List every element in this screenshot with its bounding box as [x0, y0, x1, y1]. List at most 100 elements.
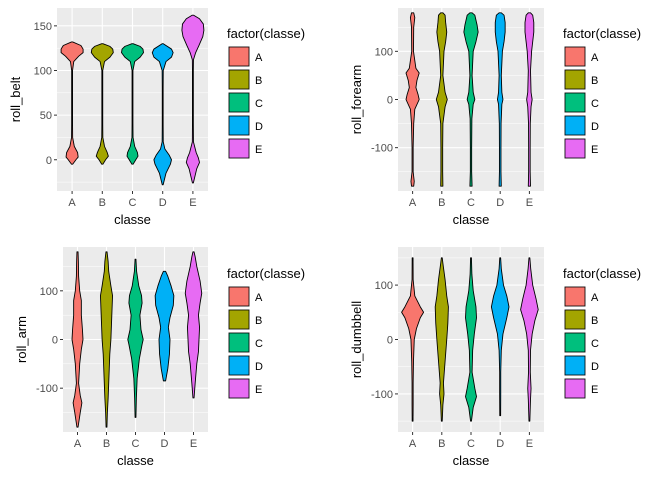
legend-label-C: C	[591, 338, 599, 350]
violin-D	[494, 12, 506, 187]
y-tick-label: 0	[387, 335, 393, 347]
violin-E	[524, 12, 535, 187]
violin-C	[127, 258, 144, 418]
y-axis-title: roll_forearm	[349, 65, 364, 134]
x-axis-title: classe	[453, 453, 490, 468]
violin-B	[435, 12, 448, 187]
x-tick-label: B	[438, 197, 445, 209]
legend-label-B: B	[255, 315, 262, 327]
y-axis-title: roll_belt	[8, 76, 23, 122]
y-tick-label: 0	[52, 335, 58, 347]
y-tick-label: -100	[371, 143, 393, 155]
y-tick-label: 0	[387, 95, 393, 107]
x-axis-title: classe	[114, 212, 151, 227]
legend-swatch-C	[564, 92, 586, 113]
legend-swatch-A	[228, 286, 250, 307]
y-tick-label: 0	[46, 155, 52, 167]
x-tick-label: A	[409, 438, 417, 450]
legend-label-D: D	[255, 361, 263, 373]
x-tick-label: D	[496, 197, 504, 209]
legend-label-B: B	[255, 75, 262, 87]
legend-label-A: A	[591, 52, 599, 64]
x-tick-label: C	[132, 438, 140, 450]
legend-label-E: E	[255, 144, 262, 156]
legend-label-A: A	[255, 292, 263, 304]
y-axis-title: roll_arm	[14, 316, 29, 363]
legend-label-B: B	[591, 75, 598, 87]
violin-C	[121, 43, 144, 165]
legend-label-E: E	[255, 384, 262, 396]
legend-label-A: A	[591, 292, 599, 304]
y-tick-label: 50	[40, 110, 52, 122]
legend-label-D: D	[591, 121, 599, 133]
violin-C	[465, 257, 477, 422]
violin-A	[405, 12, 420, 187]
legend-title: factor(classe)	[227, 266, 305, 281]
legend-title: factor(classe)	[227, 26, 305, 41]
legend-label-B: B	[591, 315, 598, 327]
violin-D	[151, 43, 174, 186]
y-tick-label: -100	[371, 389, 393, 401]
violin-C	[463, 12, 479, 187]
x-tick-label: B	[103, 438, 110, 450]
x-tick-label: C	[467, 197, 475, 209]
violin-B	[100, 251, 113, 428]
x-tick-label: C	[467, 438, 475, 450]
x-tick-label: A	[74, 438, 82, 450]
x-tick-label: D	[161, 438, 169, 450]
legend-swatch-B	[228, 69, 250, 90]
legend-label-C: C	[591, 98, 599, 110]
legend-label-A: A	[255, 52, 263, 64]
x-tick-label: B	[99, 197, 106, 209]
legend-swatch-E	[564, 138, 586, 159]
y-tick-label: -100	[36, 383, 58, 395]
x-tick-label: E	[190, 438, 197, 450]
x-tick-label: B	[438, 438, 445, 450]
x-tick-label: E	[526, 438, 533, 450]
y-tick-label: 100	[375, 280, 393, 292]
violin-E	[520, 257, 539, 422]
x-tick-label: C	[129, 197, 137, 209]
legend-swatch-D	[564, 355, 586, 376]
x-axis-title: classe	[117, 453, 154, 468]
violin-A	[60, 41, 84, 165]
legend-swatch-E	[228, 138, 250, 159]
legend-swatch-B	[564, 309, 586, 330]
violin-B	[434, 257, 449, 422]
legend-swatch-C	[564, 332, 586, 353]
violin-A	[401, 257, 425, 422]
legend-swatch-D	[228, 115, 250, 136]
legend-swatch-A	[564, 46, 586, 67]
x-axis-title: classe	[453, 212, 490, 227]
x-tick-label: D	[496, 438, 504, 450]
x-tick-label: D	[159, 197, 167, 209]
legend-label-C: C	[255, 338, 263, 350]
x-tick-label: E	[526, 197, 533, 209]
y-axis-title: roll_dumbbell	[349, 301, 364, 378]
legend-title: factor(classe)	[563, 26, 641, 41]
legend-label-D: D	[591, 361, 599, 373]
legend-swatch-C	[228, 332, 250, 353]
legend-swatch-B	[564, 69, 586, 90]
legend-swatch-E	[564, 378, 586, 399]
x-tick-label: E	[189, 197, 196, 209]
violin-E	[184, 251, 203, 399]
legend-title: factor(classe)	[563, 266, 641, 281]
legend-swatch-D	[564, 115, 586, 136]
legend-label-C: C	[255, 98, 263, 110]
violin-E	[181, 14, 205, 184]
legend-swatch-B	[228, 309, 250, 330]
legend-swatch-A	[564, 286, 586, 307]
legend-swatch-A	[228, 46, 250, 67]
y-tick-label: 100	[40, 286, 58, 298]
y-tick-label: 100	[375, 46, 393, 58]
legend-label-E: E	[591, 384, 598, 396]
legend-swatch-D	[228, 355, 250, 376]
violin-D	[490, 257, 510, 417]
